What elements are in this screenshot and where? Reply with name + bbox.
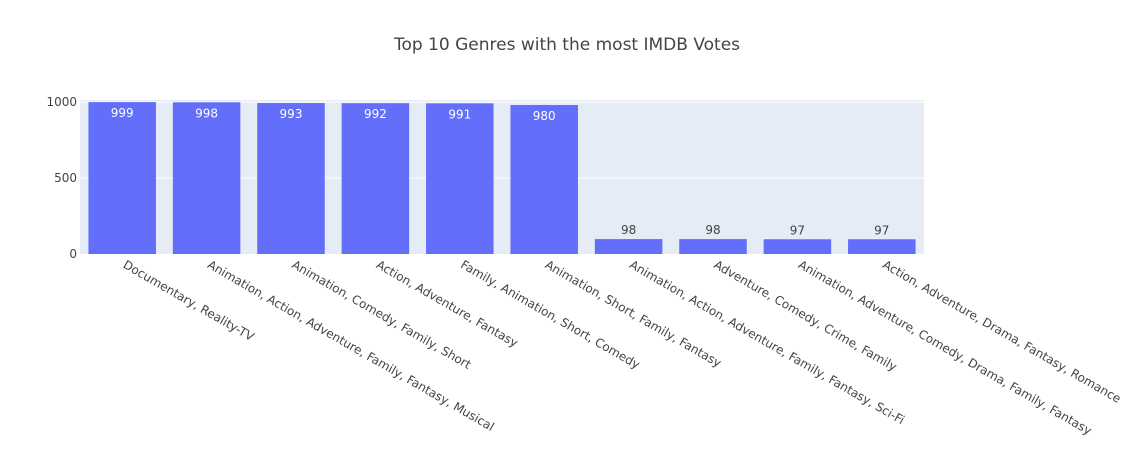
x-tick-label: Animation, Action, Adventure, Family, Fa… bbox=[205, 257, 497, 433]
y-tick-label: 500 bbox=[54, 171, 77, 185]
bar bbox=[594, 239, 663, 254]
bar bbox=[341, 103, 410, 254]
bar-data-label: 97 bbox=[874, 223, 889, 237]
bar-data-label: 999 bbox=[111, 106, 134, 120]
bar-data-label: 98 bbox=[705, 223, 720, 237]
bar bbox=[510, 105, 578, 254]
bar-data-label: 998 bbox=[195, 106, 218, 120]
bar bbox=[172, 102, 241, 254]
bar-data-label: 98 bbox=[621, 223, 636, 237]
bar-data-label: 991 bbox=[448, 107, 471, 121]
bar bbox=[763, 239, 832, 254]
data-labels: 999 998 993 992 991 980 98 98 97 97 bbox=[111, 106, 890, 237]
y-tick-label: 0 bbox=[69, 247, 77, 261]
chart-title: Top 10 Genres with the most IMDB Votes bbox=[393, 35, 740, 55]
bar bbox=[848, 239, 916, 254]
y-tick-label: 1000 bbox=[46, 95, 77, 109]
bar bbox=[88, 102, 156, 255]
x-tick-label: Family, Animation, Short, Comedy bbox=[458, 257, 642, 371]
bar bbox=[679, 239, 747, 254]
bar bbox=[426, 103, 494, 255]
x-tick-label: Animation, Adventure, Comedy, Drama, Fam… bbox=[796, 257, 1094, 437]
bar bbox=[257, 103, 325, 255]
x-tick-label: Animation, Short, Family, Fantasy bbox=[543, 257, 724, 370]
bars bbox=[88, 102, 916, 255]
bar-data-label: 993 bbox=[280, 107, 303, 121]
bar-data-label: 992 bbox=[364, 107, 387, 121]
bar-data-label: 97 bbox=[790, 223, 805, 237]
x-tick-label: Documentary, Reality-TV bbox=[121, 257, 258, 344]
x-tick-label: Action, Adventure, Fantasy bbox=[374, 257, 521, 350]
bar-data-label: 980 bbox=[533, 109, 556, 123]
y-axis-ticks: 0 500 1000 bbox=[46, 95, 77, 261]
